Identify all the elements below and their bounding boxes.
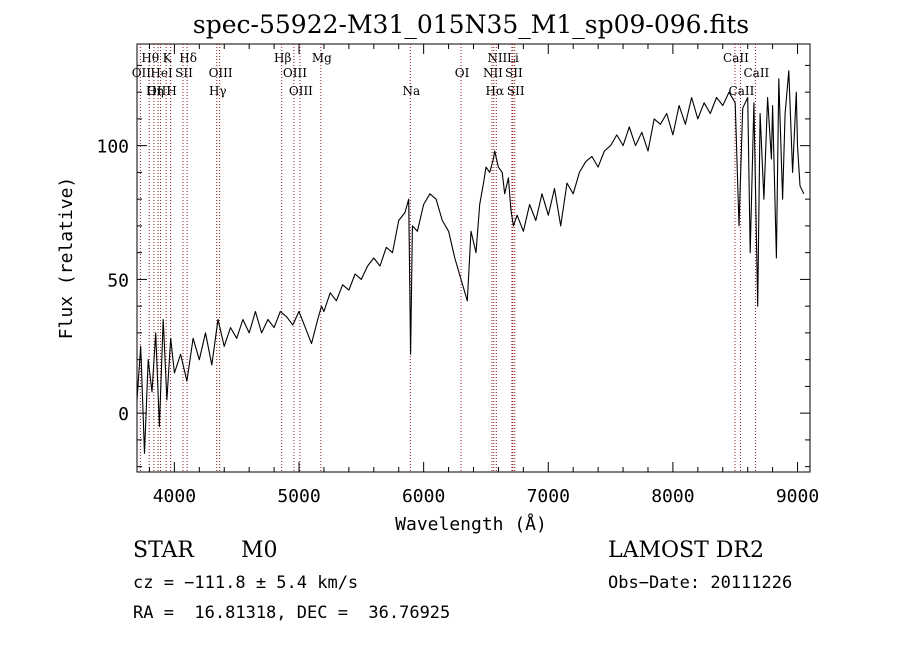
chart-title: spec-55922-M31_015N35_M1_sp09-096.fits [193,10,749,39]
line-label: OIII [283,66,307,80]
line-label: CaII [729,84,755,98]
line-label: HeI [150,66,173,80]
line-label: SII [505,66,523,80]
x-tick-label: 6000 [402,486,445,507]
star-subclass: M0 [241,538,278,563]
x-tick-label: 4000 [153,486,196,507]
line-label: OIII [289,84,313,98]
line-label: SII [175,66,193,80]
line-label: Li [507,51,519,65]
line-label: Mg [312,51,332,65]
plot-frame [136,43,811,473]
line-label: Na [402,84,420,98]
y-tick-label: 0 [118,404,129,425]
line-label: Hθ [141,51,159,65]
x-axis-label: Wavelength (Å) [395,513,547,535]
line-markers [139,44,756,472]
y-tick-label: 100 [96,137,129,158]
line-label: OII [132,66,152,80]
x-tick-label: 7000 [527,486,570,507]
line-label: Hγ [209,84,227,98]
x-axis: 4000 5000 6000 7000 8000 9000 [148,44,819,507]
series-group [136,70,805,454]
y-tick-label: 50 [107,270,129,291]
star-class: STAR [133,538,194,563]
line-label: K [163,51,173,65]
line-label: NII [487,51,507,65]
line-label: OI [455,66,470,80]
obs-date-text: Obs−Date: 20111226 [608,573,793,593]
x-tick-label: 8000 [651,486,694,507]
x-tick-label: 9000 [776,486,819,507]
line-label: Hδ [179,51,197,65]
line-label: NII [483,66,503,80]
line-label: OIII [147,84,171,98]
line-label: Hβ [274,51,291,65]
line-label: Hα [486,84,505,98]
redshift-text: cz = −111.8 ± 5.4 km/s [133,573,359,593]
line-label: OIII [209,66,233,80]
y-axis: 0 50 100 [96,64,810,468]
y-axis-label: Flux (relative) [56,177,77,340]
line-label: CaII [743,66,769,80]
spectrum-line [136,70,805,454]
line-label: CaII [723,51,749,65]
line-label: Hη [146,84,164,98]
line-label: H [166,84,176,98]
radec-text: RA = 16.81318, DEC = 36.76925 [133,603,451,623]
x-tick-label: 5000 [277,486,320,507]
line-label: SII [507,84,525,98]
survey-name: LAMOST DR2 [608,538,764,563]
